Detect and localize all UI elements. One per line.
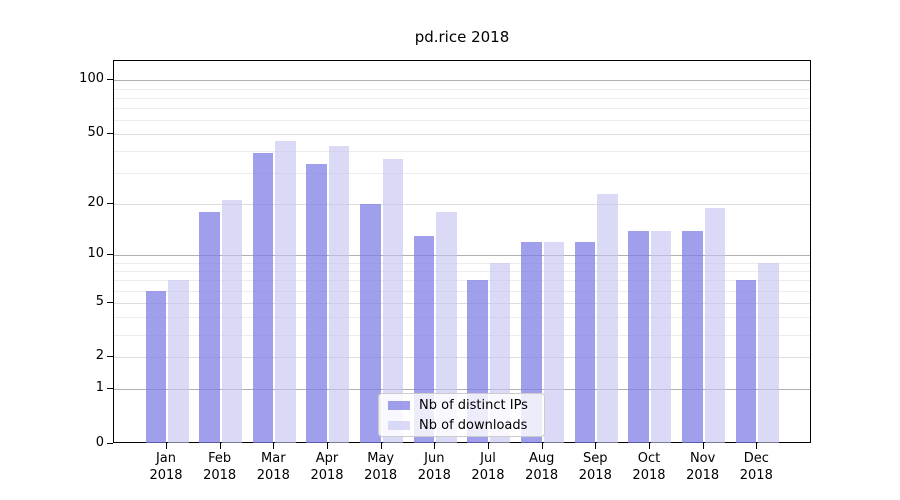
minor-gridline xyxy=(114,88,810,90)
y-tick-mark xyxy=(107,301,113,303)
x-tick-label: Mar 2018 xyxy=(256,451,290,483)
bar-nb-of-downloads-nov-2018 xyxy=(704,207,726,443)
legend-swatch-downloads xyxy=(388,420,410,430)
minor-gridline xyxy=(114,173,810,175)
y-tick-label: 5 xyxy=(95,293,104,309)
legend: Nb of distinct IPs Nb of downloads xyxy=(378,393,545,437)
y-tick-label: 10 xyxy=(87,246,104,262)
y-tick-label: 20 xyxy=(87,195,104,211)
minor-gridline xyxy=(114,334,810,336)
y-tick-mark xyxy=(107,203,113,205)
y-tick-mark xyxy=(107,443,113,444)
bar-nb-of-distinct-ips-jun-2018 xyxy=(413,236,435,443)
major-gridline xyxy=(114,134,810,136)
legend-item-distinct-ips: Nb of distinct IPs xyxy=(388,398,535,413)
bar-nb-of-distinct-ips-oct-2018 xyxy=(628,230,649,443)
x-tick-mark xyxy=(595,443,597,449)
minor-gridline xyxy=(114,290,810,292)
bar-nb-of-downloads-oct-2018 xyxy=(650,230,672,443)
x-tick-mark xyxy=(756,443,758,449)
bar-nb-of-downloads-aug-2018 xyxy=(543,241,565,443)
x-tick-label: Jun 2018 xyxy=(417,451,451,483)
minor-gridline xyxy=(114,97,810,99)
bar-nb-of-distinct-ips-dec-2018 xyxy=(735,280,757,443)
major-gridline xyxy=(114,357,810,359)
x-tick-label: Jan 2018 xyxy=(149,451,183,483)
y-tick-label: 1 xyxy=(95,380,104,396)
x-tick-mark xyxy=(166,443,167,449)
y-tick-mark xyxy=(107,254,113,256)
legend-label: Nb of distinct IPs xyxy=(419,397,528,413)
x-tick-mark xyxy=(380,443,382,449)
x-tick-label: Oct 2018 xyxy=(632,451,666,483)
legend-item-downloads: Nb of downloads xyxy=(388,418,535,433)
major-gridline xyxy=(114,302,810,304)
minor-gridline xyxy=(114,151,810,153)
x-tick-label: Aug 2018 xyxy=(525,451,559,483)
x-tick-mark xyxy=(487,443,489,449)
x-tick-mark xyxy=(326,443,328,449)
bar-nb-of-distinct-ips-nov-2018 xyxy=(682,230,703,443)
minor-gridline xyxy=(114,108,810,110)
x-tick-label: Jul 2018 xyxy=(471,451,505,483)
x-tick-label: Feb 2018 xyxy=(203,451,237,483)
minor-gridline xyxy=(114,262,810,264)
major-gridline xyxy=(114,389,810,391)
bar-nb-of-downloads-may-2018 xyxy=(382,159,404,443)
x-tick-label: Nov 2018 xyxy=(686,451,720,483)
y-tick-label: 0 xyxy=(95,435,104,450)
major-gridline xyxy=(114,255,810,257)
x-tick-mark xyxy=(541,443,543,449)
y-tick-label: 50 xyxy=(87,125,104,141)
legend-swatch-distinct-ips xyxy=(388,400,410,410)
x-tick-label: May 2018 xyxy=(364,451,398,483)
minor-gridline xyxy=(114,280,810,282)
bar-nb-of-distinct-ips-feb-2018 xyxy=(199,211,220,443)
bar-nb-of-distinct-ips-sep-2018 xyxy=(574,241,596,443)
minor-gridline xyxy=(114,317,810,319)
y-tick-mark xyxy=(107,356,113,358)
major-gridline xyxy=(114,80,810,82)
bar-nb-of-downloads-sep-2018 xyxy=(597,193,618,443)
bar-nb-of-downloads-jan-2018 xyxy=(168,280,189,443)
major-gridline xyxy=(114,204,810,206)
x-tick-label: Apr 2018 xyxy=(310,451,344,483)
y-tick-label: 2 xyxy=(95,348,104,364)
x-tick-mark xyxy=(219,443,221,449)
y-tick-mark xyxy=(107,133,113,135)
y-tick-mark xyxy=(107,79,113,81)
bar-nb-of-distinct-ips-aug-2018 xyxy=(521,241,542,443)
y-tick-label: 100 xyxy=(79,71,104,87)
y-tick-mark xyxy=(107,388,113,390)
bar-nb-of-downloads-dec-2018 xyxy=(758,262,779,443)
minor-gridline xyxy=(114,270,810,272)
legend-label: Nb of downloads xyxy=(419,417,528,433)
bar-nb-of-downloads-jun-2018 xyxy=(436,211,457,443)
bar-nb-of-downloads-feb-2018 xyxy=(221,200,243,443)
x-tick-mark xyxy=(648,443,650,449)
x-tick-mark xyxy=(434,443,436,449)
plot-area xyxy=(113,60,811,443)
x-tick-mark xyxy=(702,443,704,449)
minor-gridline xyxy=(114,120,810,122)
x-tick-label: Sep 2018 xyxy=(578,451,612,483)
x-tick-label: Dec 2018 xyxy=(739,451,773,483)
x-tick-mark xyxy=(273,443,275,449)
chart-title: pd.rice 2018 xyxy=(414,28,510,46)
bar-nb-of-distinct-ips-jan-2018 xyxy=(145,290,166,443)
bar-nb-of-downloads-apr-2018 xyxy=(328,145,350,443)
bar-nb-of-distinct-ips-may-2018 xyxy=(360,204,381,443)
bar-nb-of-distinct-ips-apr-2018 xyxy=(306,163,327,443)
bar-nb-of-distinct-ips-mar-2018 xyxy=(252,153,274,443)
bar-nb-of-downloads-mar-2018 xyxy=(275,140,296,443)
